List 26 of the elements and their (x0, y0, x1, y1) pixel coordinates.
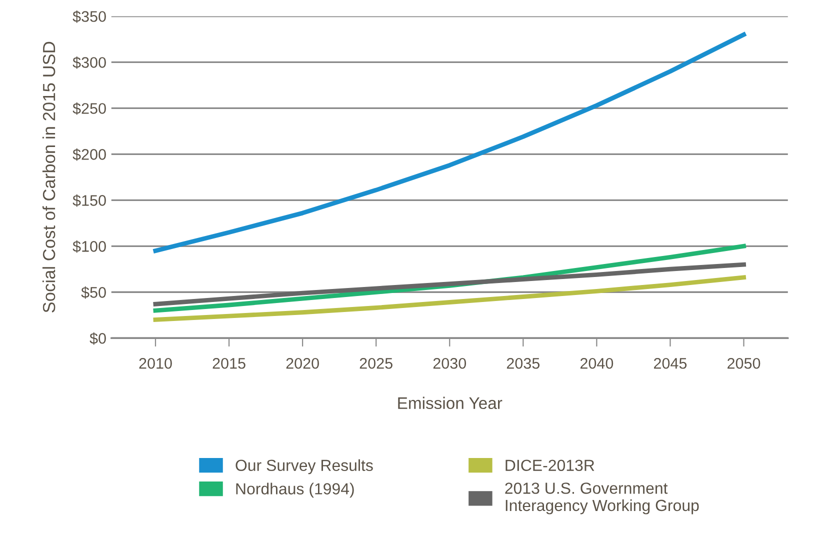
legend-label: Nordhaus (1994) (236, 482, 354, 498)
y-tick-label: $200 (72, 148, 106, 161)
line-series (153, 275, 746, 322)
y-tick-label: $300 (72, 56, 106, 69)
x-tick-label: 2030 (433, 358, 466, 369)
y-axis-title: Social Cost of Carbon in 2015 USD (42, 42, 56, 312)
legend-label: 2013 U.S. Government Interagency Working Group (505, 482, 699, 514)
y-tick-label: $0 (90, 332, 106, 345)
x-axis-title: Emission Year (398, 396, 502, 410)
x-tick-label: 2015 (212, 358, 246, 369)
x-tick-label: 2020 (286, 358, 319, 369)
legend-label: DICE-2013R (506, 460, 594, 472)
y-tick-label: $150 (72, 194, 106, 207)
x-tick-label: 2040 (580, 358, 614, 369)
x-tick-label: 2050 (728, 358, 760, 369)
y-tick-label: $100 (72, 240, 106, 253)
legend-label: Our Survey Results (236, 459, 373, 474)
line-series (153, 32, 746, 253)
x-tick-label: 2025 (360, 358, 392, 369)
x-tick-label: 2035 (506, 358, 540, 369)
y-tick-label: $350 (72, 10, 106, 23)
y-tick-label: $250 (72, 102, 106, 115)
x-tick-label: 2010 (139, 358, 172, 369)
line-series (153, 262, 746, 306)
y-tick-label: $50 (81, 286, 106, 299)
x-tick-label: 2045 (654, 358, 687, 369)
